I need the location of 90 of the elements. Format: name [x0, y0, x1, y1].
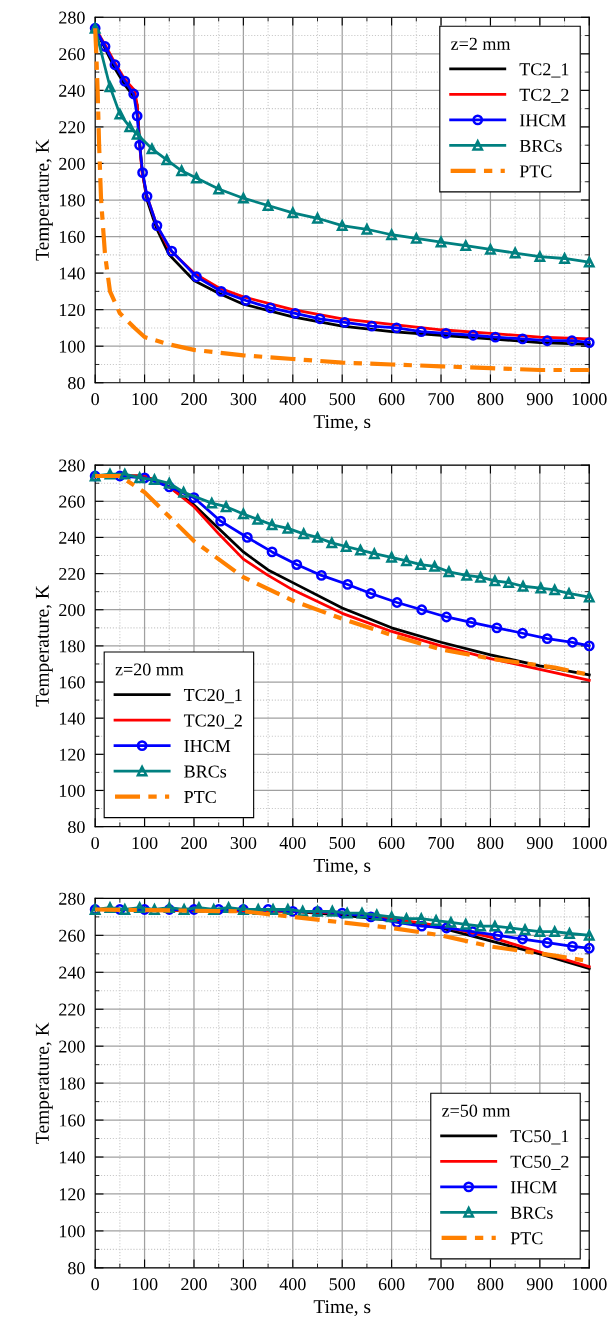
y-tick-label: 260: [59, 48, 85, 61]
x-tick-label: 600: [378, 1278, 405, 1291]
y-tick-label: 80: [68, 377, 85, 390]
x-tick-label: 100: [132, 836, 158, 850]
y-tick-label: 160: [59, 676, 85, 689]
legend-label: IHCM: [184, 739, 231, 753]
x-tick-label: 1000: [572, 836, 607, 850]
y-tick-label: 100: [59, 1225, 85, 1238]
y-tick-label: 200: [59, 157, 85, 170]
x-tick-label: 900: [526, 1278, 553, 1291]
legend-label: TC20_1: [183, 688, 242, 704]
x-tick-label: 800: [477, 1278, 504, 1291]
legend-title: z=20 mm: [115, 663, 184, 676]
x-tick-label: 800: [477, 393, 504, 406]
y-tick-label: 160: [59, 230, 85, 243]
legend-label: BRCs: [519, 139, 562, 152]
x-tick-label: 700: [428, 393, 454, 406]
y-tick-label: 280: [59, 459, 85, 472]
legend-label: PTC: [510, 1232, 543, 1245]
legend-label: BRCs: [510, 1206, 553, 1219]
x-tick-label: 500: [329, 1278, 356, 1291]
x-tick-label: 500: [329, 836, 356, 850]
x-tick-label: 600: [378, 836, 405, 850]
x-tick-label: 100: [132, 393, 158, 406]
x-tick-label: 900: [526, 393, 553, 406]
y-tick-label: 280: [59, 892, 85, 905]
y-tick-label: 180: [59, 1077, 85, 1090]
x-axis-title: Time, s: [313, 415, 371, 431]
y-tick-label: 200: [59, 1040, 85, 1053]
y-tick-label: 180: [59, 640, 85, 653]
legend-label: IHCM: [519, 114, 566, 127]
x-tick-label: 200: [181, 393, 207, 406]
legend-label: IHCM: [510, 1181, 557, 1194]
y-axis-title: Temperature, K: [35, 1022, 53, 1144]
x-tick-label: 0: [91, 836, 99, 850]
x-tick-label: 400: [279, 836, 306, 850]
x-tick-label: 200: [181, 1278, 207, 1291]
x-tick-label: 800: [477, 836, 504, 850]
y-tick-label: 280: [59, 11, 85, 24]
legend-label: PTC: [519, 165, 552, 178]
legend-label: TC50_1: [510, 1130, 569, 1145]
y-tick-label: 240: [59, 531, 85, 544]
x-tick-label: 200: [181, 836, 207, 850]
x-tick-label: 700: [428, 1278, 454, 1291]
x-tick-label: 1000: [572, 1278, 607, 1291]
y-axis-title: Temperature, K: [35, 139, 53, 261]
legend-title: z=50 mm: [442, 1104, 511, 1117]
y-tick-label: 120: [59, 748, 85, 761]
legend-label: TC2_2: [519, 88, 569, 104]
x-tick-label: 900: [526, 836, 553, 850]
x-tick-label: 400: [279, 1278, 306, 1291]
x-tick-label: 600: [378, 393, 405, 406]
y-tick-label: 220: [59, 1003, 85, 1016]
y-tick-label: 100: [59, 784, 85, 797]
y-tick-label: 120: [59, 303, 85, 317]
x-tick-label: 400: [279, 393, 306, 406]
x-tick-label: 1000: [572, 393, 607, 406]
x-axis-title: Time, s: [313, 858, 371, 875]
x-tick-label: 0: [91, 1278, 99, 1291]
y-tick-label: 200: [59, 604, 85, 617]
y-tick-label: 140: [59, 267, 85, 280]
x-tick-label: 700: [428, 836, 454, 850]
legend-title: z=2 mm: [451, 37, 511, 50]
legend-label: TC20_2: [183, 714, 242, 729]
x-tick-label: 300: [230, 836, 257, 850]
y-tick-label: 140: [59, 712, 85, 725]
x-axis-title: Time, s: [313, 1300, 371, 1316]
x-tick-label: 100: [132, 1278, 158, 1291]
legend-label: TC50_2: [510, 1155, 569, 1170]
y-tick-label: 140: [59, 1151, 85, 1164]
y-tick-label: 100: [59, 340, 85, 353]
legend-label: PTC: [184, 790, 216, 804]
y-tick-label: 180: [59, 194, 85, 207]
y-tick-label: 240: [59, 84, 85, 97]
y-tick-label: 80: [68, 820, 85, 834]
x-tick-label: 500: [329, 393, 356, 406]
x-tick-label: 300: [230, 1278, 257, 1291]
y-tick-label: 80: [68, 1262, 85, 1275]
y-tick-label: 160: [59, 1114, 85, 1127]
y-tick-label: 220: [59, 121, 85, 134]
y-tick-label: 240: [59, 966, 85, 979]
y-tick-label: 220: [59, 567, 85, 581]
x-tick-label: 0: [91, 393, 99, 406]
x-tick-label: 300: [230, 393, 257, 406]
y-tick-label: 260: [59, 929, 85, 942]
y-tick-label: 260: [59, 495, 85, 508]
y-axis-title: Temperature, K: [35, 585, 53, 707]
legend-label: BRCs: [184, 765, 227, 778]
legend-label: TC2_1: [519, 63, 569, 78]
y-tick-label: 120: [59, 1188, 85, 1201]
